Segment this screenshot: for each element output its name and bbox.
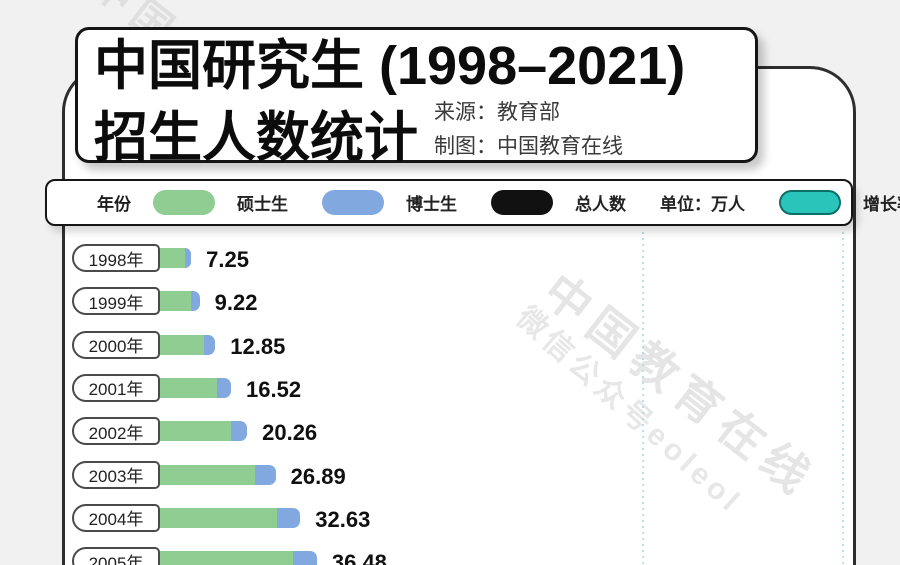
- page-title-line1: 中国研究生 (1998–2021): [94, 36, 686, 96]
- phd-swatch: [322, 190, 384, 215]
- phd-segment: [217, 377, 232, 398]
- year-pill-label: 2004年: [72, 503, 160, 532]
- phd-segment: [191, 291, 200, 312]
- year-pill-label: 2005年: [72, 547, 160, 565]
- phd-segment: [184, 248, 192, 268]
- masters-segment: [160, 377, 218, 398]
- enrollment-bar: [160, 464, 276, 485]
- legend-masters-label: 硕士生: [237, 195, 288, 214]
- legend-year-label: 年份: [97, 195, 131, 214]
- page-title-line2: 招生人数统计: [94, 108, 418, 168]
- masters-segment: [160, 248, 185, 268]
- enrollment-bar: [160, 421, 248, 442]
- masters-segment: [160, 421, 231, 442]
- enrollment-bar: [160, 291, 200, 312]
- year-pill-label: 2000年: [72, 330, 160, 359]
- masters-segment: [160, 334, 205, 355]
- phd-segment: [254, 464, 276, 485]
- phd-segment: [230, 421, 248, 442]
- enrollment-bar: [160, 248, 192, 268]
- enrollment-bar: [160, 551, 317, 565]
- enrollment-bar: [160, 377, 232, 398]
- year-pill-label: 2003年: [72, 460, 160, 489]
- enrollment-bar: [160, 507, 301, 528]
- phd-segment: [204, 334, 216, 355]
- growth-swatch: [779, 190, 841, 215]
- total-value-label: 20.26: [262, 420, 318, 446]
- legend-unit-label: 单位：万人: [660, 195, 745, 214]
- title-meta: 来源：教育部 制图：中国教育在线: [434, 96, 623, 164]
- masters-swatch: [153, 190, 215, 215]
- legend-growth-label: 增长率: [863, 195, 900, 214]
- total-value-label: 36.48: [331, 550, 387, 565]
- legend-phd-label: 博士生: [406, 195, 457, 214]
- legend-bar: 年份 硕士生 博士生 总人数 单位：万人 增长率: [45, 179, 900, 226]
- total-value-label: 32.63: [315, 506, 371, 532]
- title-box: 中国研究生 (1998–2021) 招生人数统计 来源：教育部 制图：中国教育在…: [75, 27, 758, 168]
- masters-segment: [160, 507, 278, 528]
- total-value-label: 7.25: [206, 247, 249, 272]
- total-value-label: 9.22: [214, 290, 258, 316]
- year-pill-label: 1998年: [72, 244, 160, 272]
- masters-segment: [160, 551, 294, 565]
- year-pill-label: 2002年: [72, 417, 160, 446]
- total-value-label: 16.52: [246, 376, 302, 402]
- masters-segment: [160, 464, 255, 485]
- year-pill-label: 2001年: [72, 373, 160, 402]
- legend-total-label: 总人数: [575, 195, 626, 214]
- total-swatch: [491, 190, 553, 215]
- year-pill-label: 1999年: [72, 287, 160, 316]
- masters-segment: [160, 291, 192, 312]
- phd-segment: [293, 551, 317, 565]
- total-value-label: 12.85: [230, 333, 286, 359]
- total-value-label: 26.89: [290, 463, 346, 489]
- source-text: 来源：教育部: [434, 101, 560, 124]
- phd-segment: [277, 507, 301, 528]
- credit-text: 制图：中国教育在线: [434, 135, 623, 158]
- enrollment-bar: [160, 334, 216, 355]
